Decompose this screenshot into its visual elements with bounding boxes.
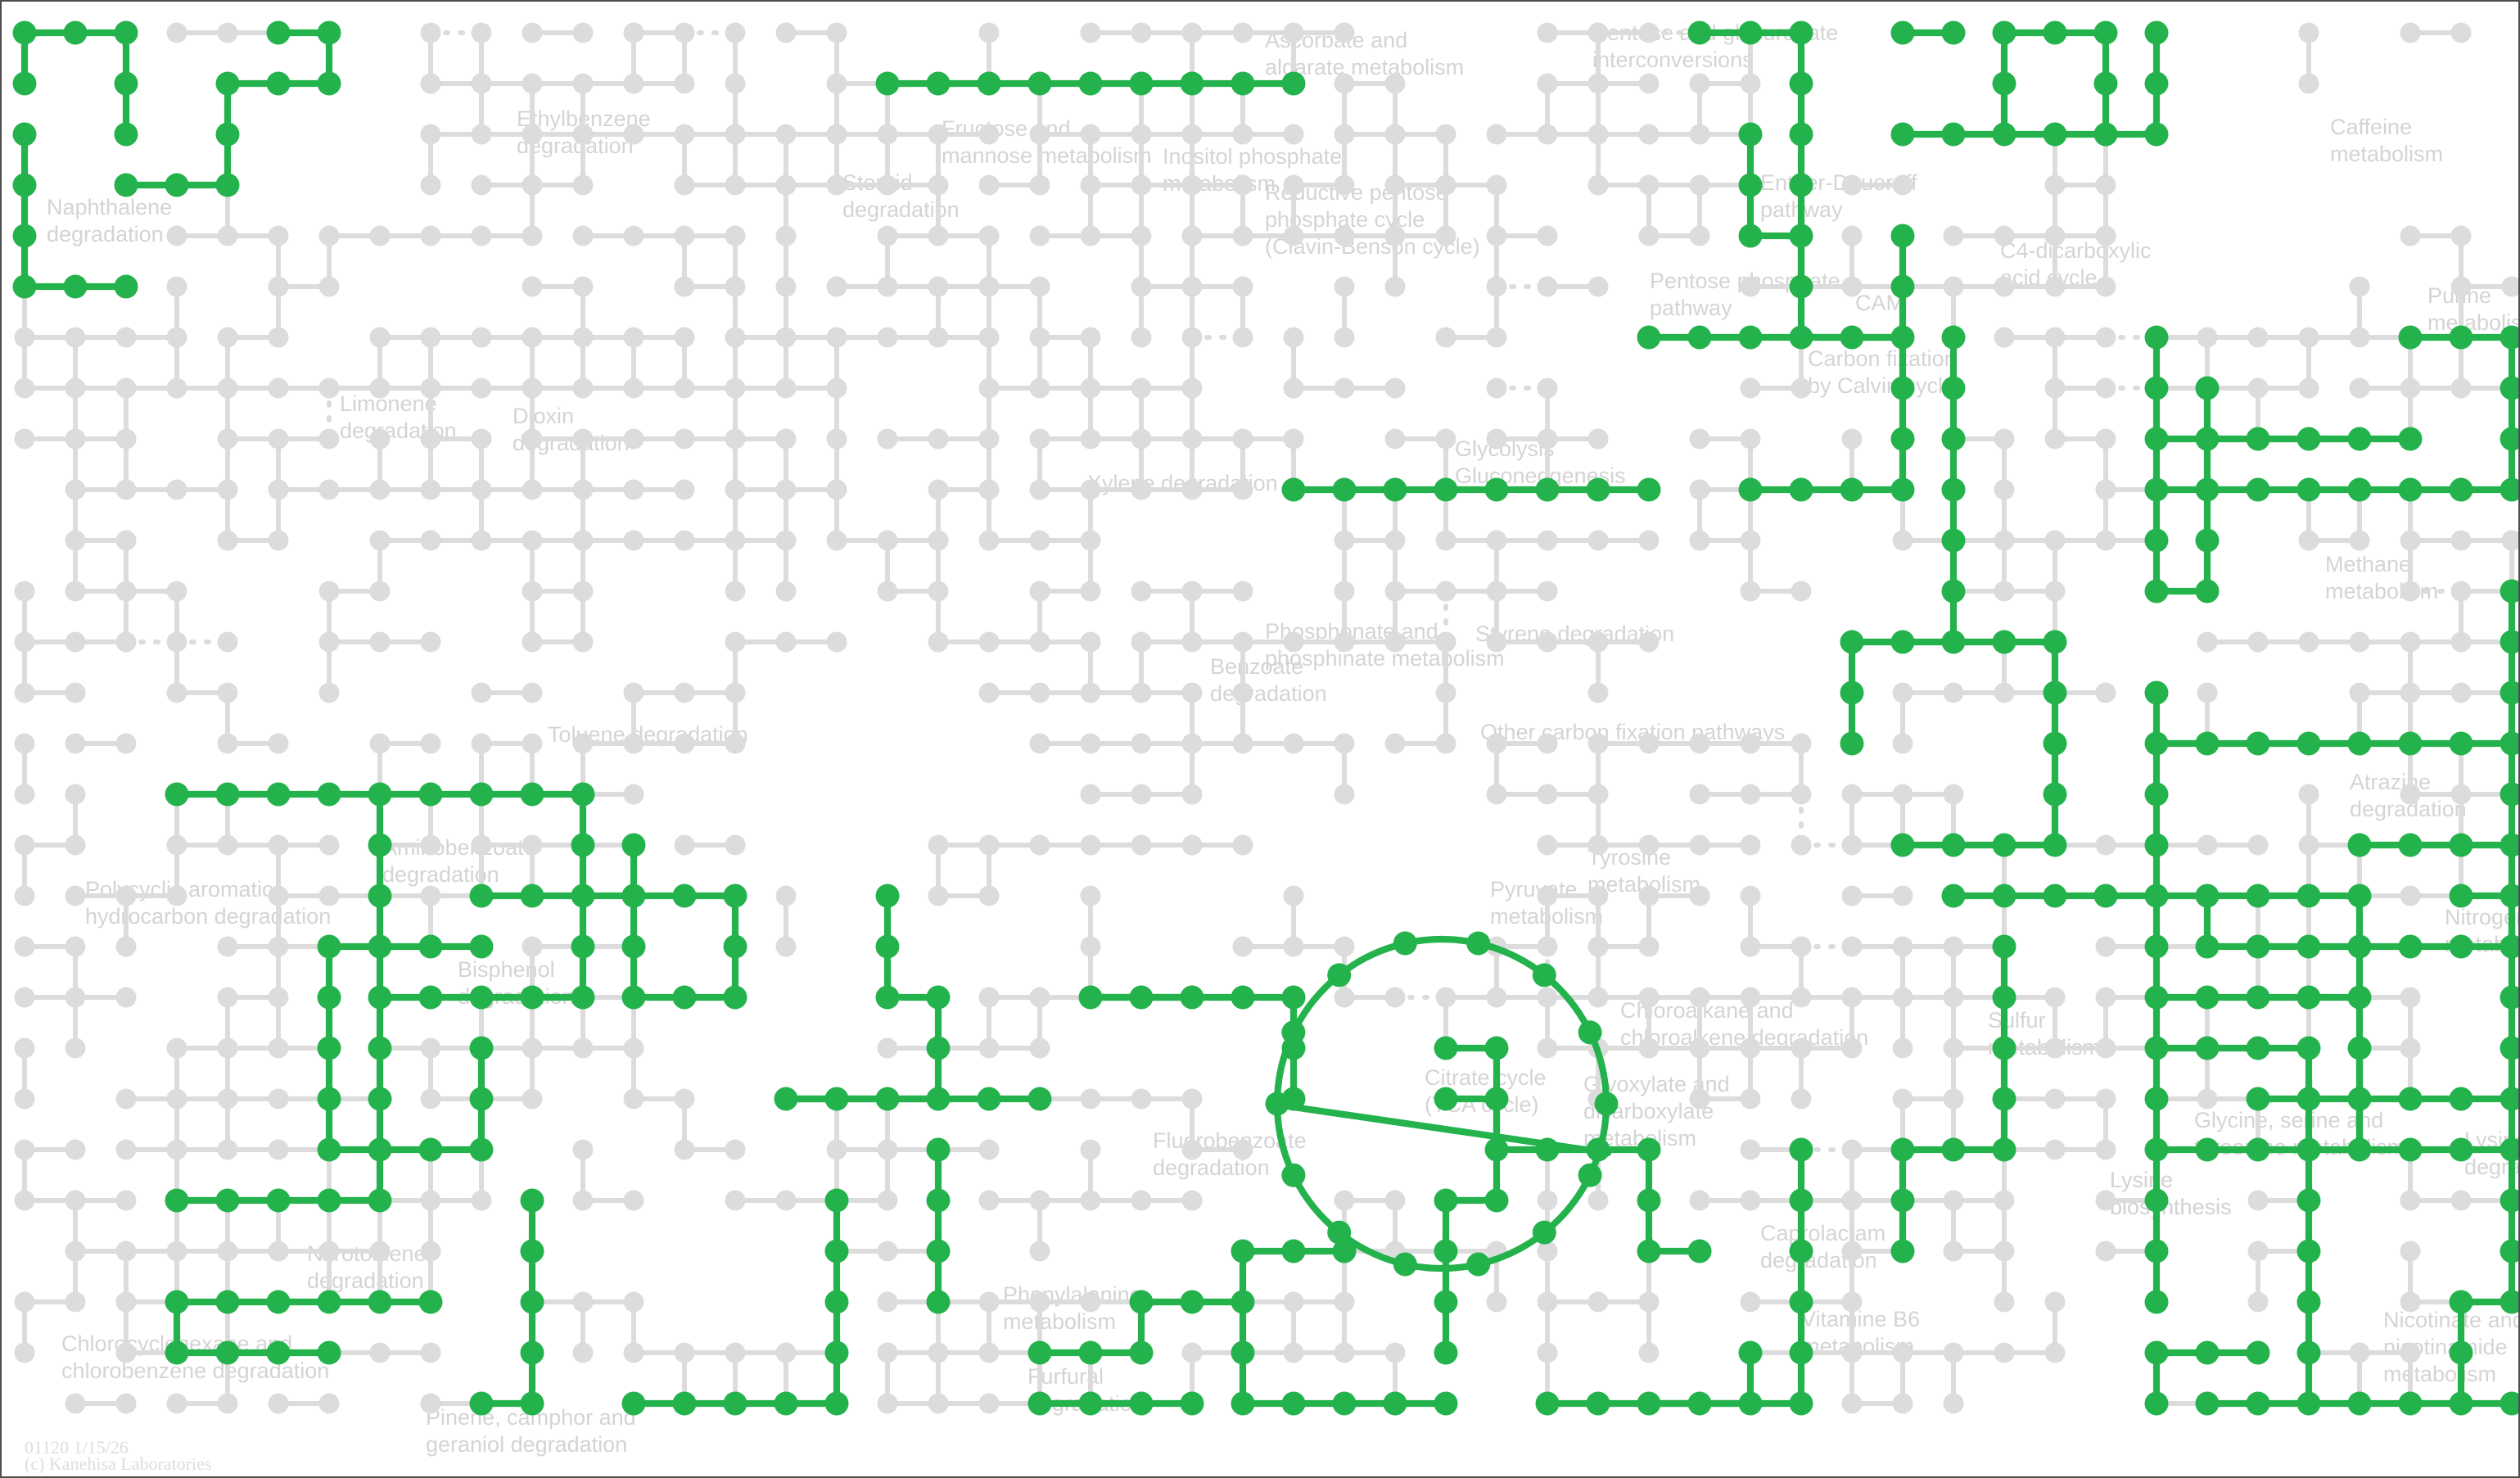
svg-text:degradation: degradation — [1210, 681, 1327, 706]
svg-text:Inositol phosphate: Inositol phosphate — [1163, 144, 1342, 169]
svg-text:degradation: degradation — [842, 197, 960, 222]
svg-text:Caprolactam: Caprolactam — [1760, 1221, 1885, 1245]
svg-text:Sulfur: Sulfur — [1988, 1008, 2046, 1033]
svg-text:(c) Kanehisa Laboratories: (c) Kanehisa Laboratories — [25, 1453, 211, 1474]
svg-text:degradation: degradation — [307, 1268, 424, 1293]
svg-text:Dioxin: Dioxin — [513, 404, 574, 428]
svg-text:mannose metabolism: mannose metabolism — [942, 143, 1152, 168]
svg-text:Naphthalene: Naphthalene — [47, 195, 172, 219]
svg-text:metabolism: metabolism — [2383, 1362, 2496, 1386]
svg-text:Lysine: Lysine — [2110, 1168, 2173, 1192]
svg-text:Fructose and: Fructose and — [942, 116, 1071, 141]
svg-text:phosphinate metabolism: phosphinate metabolism — [1265, 646, 1505, 671]
svg-text:Nicotinate and: Nicotinate and — [2383, 1308, 2520, 1332]
svg-text:Glycine, serine and: Glycine, serine and — [2194, 1108, 2383, 1132]
svg-text:Carbon fixation: Carbon fixation — [1808, 346, 1957, 371]
svg-text:interconversions: interconversions — [1592, 47, 1754, 72]
svg-text:degradation: degradation — [1153, 1155, 1270, 1180]
svg-text:pathway: pathway — [1650, 296, 1732, 320]
svg-text:hydrocarbon degradation: hydrocarbon degradation — [85, 904, 331, 929]
svg-text:Limonene: Limonene — [340, 391, 437, 416]
svg-text:metabolism: metabolism — [1003, 1309, 1116, 1334]
svg-text:degradation: degradation — [47, 222, 164, 246]
svg-text:metabolism: metabolism — [2330, 142, 2443, 166]
svg-text:Methane: Methane — [2325, 552, 2411, 576]
svg-text:Citrate cycle: Citrate cycle — [1425, 1065, 1547, 1090]
svg-text:Vitamine B6: Vitamine B6 — [1801, 1307, 1920, 1331]
svg-text:Other carbon fixation pathways: Other carbon fixation pathways — [1480, 720, 1785, 744]
svg-text:metabolism: metabolism — [2325, 579, 2438, 603]
svg-text:Caffeine: Caffeine — [2330, 115, 2412, 139]
svg-text:Bisphenol: Bisphenol — [458, 957, 555, 982]
svg-text:by Calvin cycle: by Calvin cycle — [1808, 373, 1955, 398]
svg-text:chlorobenzene degradation: chlorobenzene degradation — [61, 1358, 329, 1383]
svg-text:geraniol degradation: geraniol degradation — [426, 1432, 627, 1457]
svg-text:C4-dicarboxylic: C4-dicarboxylic — [2000, 238, 2152, 263]
